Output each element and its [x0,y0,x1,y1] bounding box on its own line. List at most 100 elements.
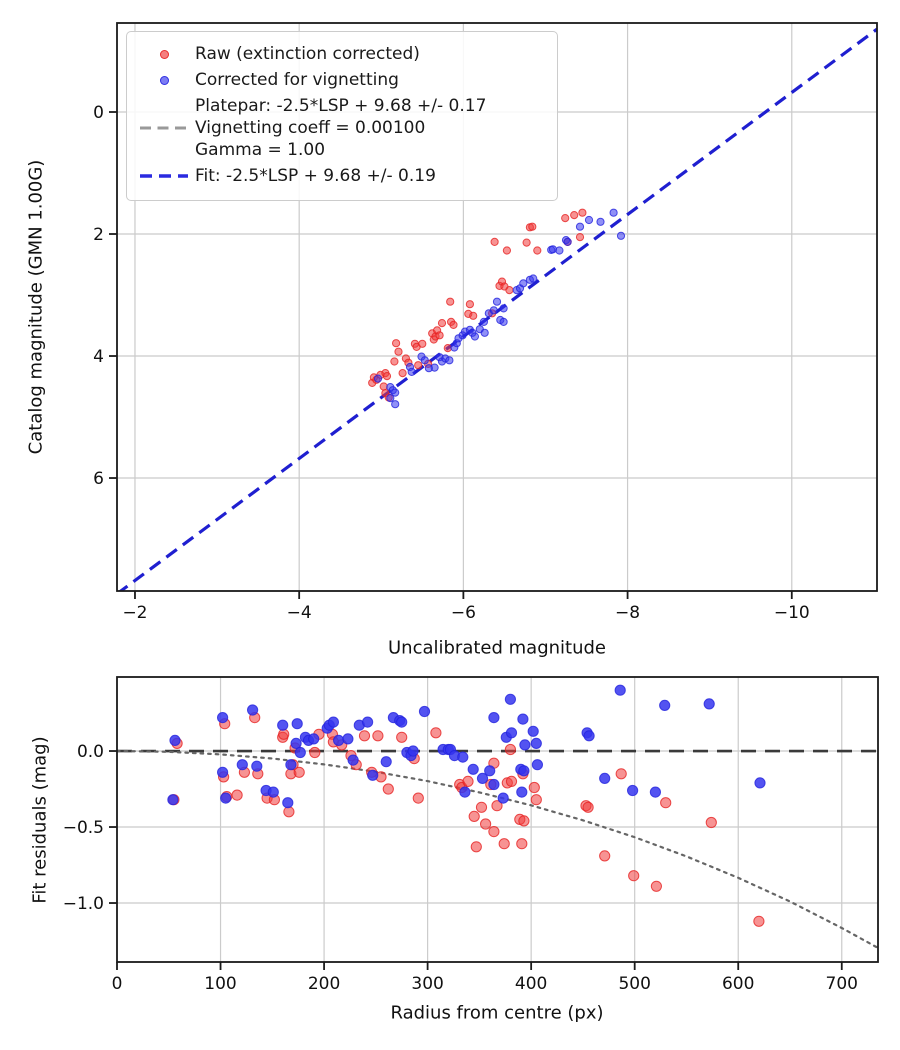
scatter-point-raw [446,297,455,306]
scatter-point-raw [396,731,408,743]
x-tick-label: 200 [308,974,340,994]
scatter-point-raw [522,238,531,247]
scatter-point-raw [516,838,528,850]
x-tick-label: 100 [204,974,236,994]
scatter-point-raw [462,775,474,788]
platepar-line-3: Gamma = 1.00 [195,140,326,160]
platepar-line-1: Platepar: -2.5*LSP + 9.68 +/- 0.17 [195,96,487,116]
scatter-point-vignetting [367,769,379,781]
y-tick-label: 0.0 [77,742,104,762]
x-tick-label: −4 [287,603,312,623]
scatter-point-raw [505,775,518,788]
scatter-point-vignetting [391,400,400,409]
axes-spines [116,22,878,592]
scatter-point-vignetting [285,759,297,771]
scatter-point-vignetting [169,734,181,747]
scatter-point-vignetting [518,765,530,777]
scatter-point-vignetting [236,759,248,771]
scatter-point-raw [628,870,640,882]
scatter-point-raw [491,800,503,812]
scatter-point-raw [412,792,424,804]
blue-dashed-line-icon [133,172,195,180]
scatter-point-raw [518,815,530,827]
scatter-point-raw [435,331,444,340]
scatter-point-vignetting [488,712,500,724]
legend-label-platepar: Platepar: -2.5*LSP + 9.68 +/- 0.17 Vigne… [195,95,547,161]
y-tick-label: 4 [93,347,104,367]
scatter-point-vignetting [333,734,345,747]
bottom-x-axis-label: Radius from centre (px) [390,1002,604,1024]
legend: Raw (extinction corrected) Corrected for… [126,31,558,201]
y-tick-label: 2 [93,225,104,245]
y-tick-label: −1.0 [63,894,104,914]
scatter-point-raw [293,766,305,778]
scatter-point-vignetting [467,763,479,775]
platepar-line-2: Vignetting coeff = 0.00100 [195,118,426,138]
legend-entry-raw: Raw (extinction corrected) [133,43,547,65]
legend-label-raw: Raw (extinction corrected) [195,44,420,64]
scatter-point-vignetting [445,356,454,365]
scatter-point-vignetting [599,772,611,785]
x-tick-label: 600 [722,974,754,994]
scatter-point-vignetting [488,778,500,791]
scatter-point-vignetting [290,737,302,750]
scatter-point-vignetting [614,684,626,696]
scatter-point-vignetting [497,792,509,804]
scatter-point-vignetting [373,374,383,383]
raw-dot-icon [133,49,195,59]
scatter-point-vignetting [484,765,496,777]
scatter-point-raw [561,214,570,223]
y-tick-label: 0 [93,103,104,123]
scatter-point-vignetting [308,733,320,745]
scatter-point-vignetting [294,746,306,759]
scatter-point-raw [392,339,401,348]
x-tick-label: 300 [411,974,443,994]
top-y-axis-label: Catalog magnitude (GMN 1.00G) [25,159,47,455]
scatter-point-vignetting [217,712,229,724]
top-x-axis-label: Uncalibrated magnitude [387,637,607,659]
axes-spines [116,676,879,963]
scatter-point-vignetting [247,704,259,716]
scatter-point-raw [570,211,579,220]
bottom-chart-data [117,684,878,950]
scatter-point-raw [705,816,717,829]
scatter-point-vignetting [476,772,489,785]
scatter-point-raw [468,810,480,823]
scatter-point-raw [504,743,516,756]
scatter-point-raw [394,347,403,356]
scatter-point-raw [505,286,514,295]
legend-entry-fit: Fit: -2.5*LSP + 9.68 +/- 0.19 [133,165,547,187]
scatter-point-raw [530,794,542,806]
gray-dashed-line-icon [133,125,195,131]
legend-entry-vignetting: Corrected for vignetting [133,69,547,91]
top-chart-data [118,27,877,591]
scatter-point-vignetting [470,332,479,341]
scatter-point-vignetting [489,306,498,315]
scatter-point-vignetting [703,698,715,710]
scatter-point-raw [615,768,627,780]
scatter-point-vignetting [519,279,528,288]
scatter-point-vignetting [362,716,374,728]
scatter-point-vignetting [167,794,179,806]
scatter-point-vignetting [627,784,639,797]
scatter-point-raw [382,783,394,795]
x-tick-label: −8 [615,603,640,623]
scatter-point-raw [309,746,321,759]
scatter-point-raw [430,727,442,739]
scatter-point-raw [437,319,447,328]
scatter-point-raw [382,372,392,381]
scatter-point-vignetting [616,231,626,240]
scatter-point-vignetting [480,328,489,337]
scatter-point-raw [379,382,388,391]
scatter-point-vignetting [517,713,529,725]
scatter-point-vignetting [609,208,618,217]
scatter-point-vignetting [563,237,572,246]
scatter-point-raw [449,320,458,329]
bottom-y-axis-label: Fit residuals (mag) [29,736,51,904]
x-tick-label: −6 [451,603,476,623]
scatter-point-vignetting [407,367,416,376]
scatter-point-raw [488,826,500,838]
scatter-point-vignetting [327,716,339,728]
scatter-point-vignetting [555,246,564,255]
